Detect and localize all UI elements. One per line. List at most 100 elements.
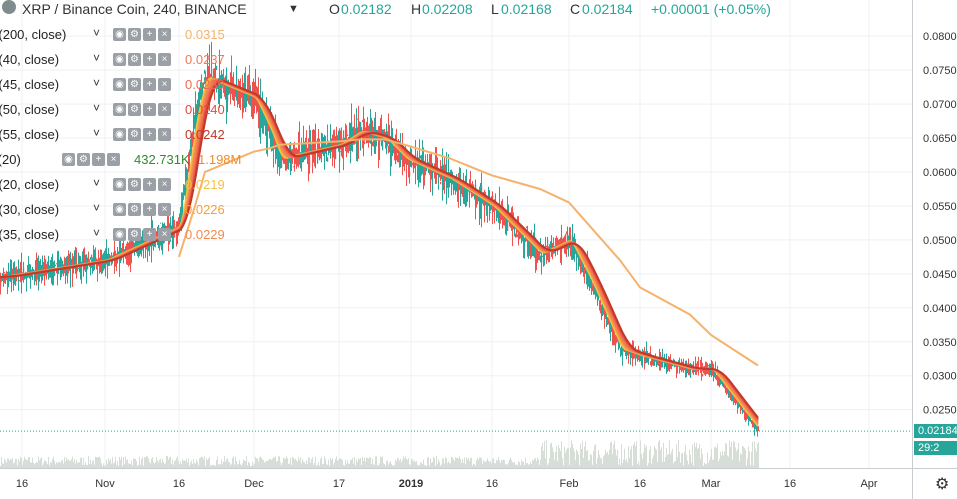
candle-body	[588, 273, 590, 280]
volume-bar	[113, 463, 114, 468]
volume-bar	[60, 462, 61, 468]
gear-icon[interactable]: ⚙	[128, 103, 141, 116]
plus-icon[interactable]: +	[143, 28, 156, 41]
volume-bar	[515, 464, 516, 468]
volume-bar	[180, 461, 181, 468]
close-icon[interactable]: ×	[158, 178, 171, 191]
volume-bar	[449, 463, 450, 468]
candle-body	[365, 134, 367, 139]
eye-icon[interactable]: ◉	[113, 103, 126, 116]
volume-bar	[221, 459, 222, 468]
volume-bar	[42, 465, 43, 468]
gear-icon[interactable]: ⚙	[128, 203, 141, 216]
gear-icon[interactable]: ⚙	[128, 228, 141, 241]
symbol-menu-icon[interactable]: ▼	[288, 3, 299, 15]
gear-icon[interactable]: ⚙	[128, 53, 141, 66]
close-icon[interactable]: ×	[158, 103, 171, 116]
plus-icon[interactable]: +	[143, 53, 156, 66]
plus-icon[interactable]: +	[143, 203, 156, 216]
gear-icon[interactable]: ⚙	[128, 178, 141, 191]
y-tick-label: 0.0650	[923, 133, 957, 145]
settings-gear-icon[interactable]: ⚙	[935, 476, 950, 493]
chevron-down-icon[interactable]: ˅	[93, 126, 101, 140]
volume-bar	[440, 465, 441, 468]
close-icon[interactable]: ×	[158, 28, 171, 41]
plus-icon[interactable]: +	[92, 153, 105, 166]
volume-bar	[558, 444, 559, 468]
candle-body	[251, 99, 253, 102]
candle-body	[115, 253, 117, 257]
chevron-down-icon[interactable]: ˅	[93, 51, 101, 65]
volume-bar	[328, 459, 329, 468]
volume-bar	[597, 458, 598, 468]
chevron-down-icon[interactable]: ˅	[93, 226, 101, 240]
volume-bar	[4, 458, 5, 468]
eye-icon[interactable]: ◉	[113, 228, 126, 241]
candle-body	[390, 145, 392, 147]
volume-bar	[703, 465, 704, 468]
volume-bar	[338, 460, 339, 468]
volume-bar	[444, 463, 445, 468]
volume-bar	[522, 461, 523, 468]
volume-bar	[468, 457, 469, 468]
volume-bar	[358, 458, 359, 468]
volume-bar	[254, 463, 255, 468]
candle-body	[361, 127, 363, 134]
chevron-down-icon[interactable]: ˅	[93, 26, 101, 40]
volume-bar	[356, 459, 357, 468]
eye-icon[interactable]: ◉	[113, 53, 126, 66]
candle-body	[502, 205, 504, 226]
y-tick-label: 0.0450	[923, 269, 957, 281]
chevron-down-icon[interactable]: ˅	[93, 176, 101, 190]
volume-bar	[8, 458, 9, 468]
symbol-title[interactable]: XRP / Binance Coin, 240, BINANCE	[22, 1, 247, 17]
eye-icon[interactable]: ◉	[113, 203, 126, 216]
candle-body	[127, 241, 129, 258]
plus-icon[interactable]: +	[143, 103, 156, 116]
plus-icon[interactable]: +	[143, 178, 156, 191]
close-icon[interactable]: ×	[158, 228, 171, 241]
gear-icon[interactable]: ⚙	[77, 153, 90, 166]
eye-icon[interactable]: ◉	[113, 28, 126, 41]
close-icon[interactable]: ×	[107, 153, 120, 166]
gear-icon[interactable]: ⚙	[128, 28, 141, 41]
eye-icon[interactable]: ◉	[113, 128, 126, 141]
eye-icon[interactable]: ◉	[113, 178, 126, 191]
volume-bar	[714, 447, 715, 468]
plus-icon[interactable]: +	[143, 228, 156, 241]
eye-icon[interactable]: ◉	[62, 153, 75, 166]
gear-icon[interactable]: ⚙	[128, 78, 141, 91]
eye-icon[interactable]: ◉	[113, 78, 126, 91]
candle-body	[336, 134, 338, 136]
candle-body	[5, 277, 7, 281]
candle-body	[363, 136, 365, 146]
volume-bar	[142, 457, 143, 468]
candle-body	[280, 150, 282, 164]
candle-body	[721, 382, 723, 384]
volume-bar	[152, 457, 153, 468]
plus-icon[interactable]: +	[143, 128, 156, 141]
close-icon[interactable]: ×	[158, 78, 171, 91]
volume-bar	[578, 454, 579, 468]
chevron-down-icon[interactable]: ˅	[93, 76, 101, 90]
gear-icon[interactable]: ⚙	[128, 128, 141, 141]
volume-bar	[119, 456, 120, 468]
volume-bar	[431, 462, 432, 468]
chevron-down-icon[interactable]: ˅	[93, 101, 101, 115]
volume-bar	[353, 463, 354, 468]
close-icon[interactable]: ×	[158, 203, 171, 216]
high-label: H	[411, 1, 422, 17]
chevron-down-icon[interactable]: ˅	[93, 201, 101, 215]
candle-body	[91, 254, 93, 259]
volume-bar	[315, 456, 316, 468]
candle-body	[9, 279, 11, 282]
candle-body	[550, 241, 552, 251]
volume-bar	[62, 459, 63, 468]
plus-icon[interactable]: +	[143, 78, 156, 91]
volume-bar	[562, 458, 563, 468]
close-icon[interactable]: ×	[158, 53, 171, 66]
close-icon[interactable]: ×	[158, 128, 171, 141]
volume-bar	[160, 458, 161, 468]
volume-bar	[649, 449, 650, 468]
